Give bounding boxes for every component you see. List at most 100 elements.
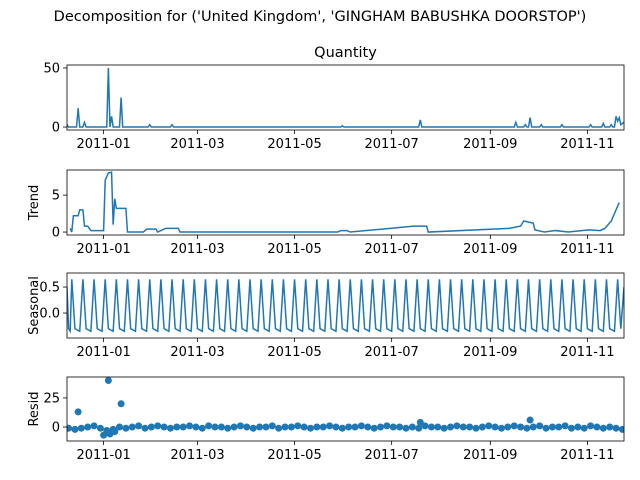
figure-title: Decomposition for ('United Kingdom', 'GI… [54, 9, 587, 25]
data-point [173, 423, 181, 431]
data-point [402, 424, 410, 432]
data-point [580, 424, 588, 432]
x-tick-label: 2011-09 [463, 448, 517, 463]
data-point [67, 424, 73, 432]
data-point [294, 422, 302, 430]
x-tick-label: 2011-07 [364, 448, 418, 463]
data-point [179, 423, 187, 431]
subplot: Quantity 0 50 2011-01 2011-03 2011-05 2011-07 2… [43, 45, 625, 152]
data-point [574, 423, 582, 431]
x-tick-label: 2011-11 [560, 242, 614, 257]
data-point [205, 422, 213, 430]
data-line [67, 279, 624, 334]
data-point [447, 423, 455, 431]
x-tick-label: 2011-05 [267, 448, 321, 463]
data-point [415, 424, 423, 432]
data-point [548, 423, 556, 431]
y-tick-label: 5 [52, 189, 60, 204]
data-point [262, 423, 270, 431]
x-tick-label: 2011-11 [560, 137, 614, 152]
data-point [587, 422, 595, 430]
data-point [618, 425, 624, 433]
data-point [275, 424, 283, 432]
data-point [166, 424, 174, 432]
y-tick-label: 0.5 [39, 281, 60, 296]
data-point [268, 422, 276, 430]
data-point [104, 377, 112, 384]
x-tick-label: 2011-11 [560, 448, 614, 463]
data-point [198, 424, 206, 432]
data-point [338, 424, 346, 432]
data-point [561, 422, 569, 430]
data-point [612, 424, 620, 432]
plot-frame [66, 376, 625, 442]
y-tick-label: 0 [52, 421, 60, 436]
data-point [453, 422, 461, 430]
subplot: Resid 0 25 2011-01 2011-03 2011-05 2011-07 2011… [27, 376, 625, 463]
data-point [383, 422, 391, 430]
x-tick-label: 2011-01 [76, 242, 130, 257]
y-tick-label: 0 [52, 226, 60, 241]
subplot-title: Quantity [314, 45, 377, 61]
data-point [211, 423, 219, 431]
data-point [389, 423, 397, 431]
data-point [319, 423, 327, 431]
data-point [567, 424, 575, 432]
data-point [243, 423, 251, 431]
data-point [606, 423, 614, 431]
y-tick-label: 25 [43, 391, 60, 406]
data-line [69, 171, 620, 234]
data-point [111, 428, 119, 436]
x-tick-label: 2011-09 [463, 345, 517, 360]
x-tick-label: 2011-05 [267, 242, 321, 257]
x-tick-label: 2011-05 [267, 345, 321, 360]
data-point [84, 423, 92, 431]
x-tick-label: 2011-07 [364, 242, 418, 257]
data-point [74, 408, 82, 416]
x-tick-label: 2011-09 [463, 137, 517, 152]
data-point [485, 422, 493, 430]
x-tick-label: 2011-01 [76, 345, 130, 360]
data-point [351, 423, 359, 431]
data-point [224, 424, 232, 432]
data-point [230, 423, 238, 431]
plot-frame [66, 64, 625, 131]
data-point [517, 423, 525, 431]
data-point [364, 423, 372, 431]
data-point [434, 423, 442, 431]
data-point [128, 423, 136, 431]
x-tick-label: 2011-11 [560, 345, 614, 360]
data-point [497, 424, 505, 432]
data-point [122, 424, 130, 432]
x-tick-label: 2011-03 [170, 242, 224, 257]
data-point [357, 422, 365, 430]
y-tick-label: 0.0 [39, 307, 60, 322]
data-point [236, 422, 244, 430]
data-point [90, 422, 98, 430]
data-point [300, 423, 308, 431]
data-point [141, 424, 149, 432]
data-point [154, 422, 162, 430]
data-point [256, 423, 264, 431]
data-point [491, 423, 499, 431]
plot-frame [66, 169, 625, 236]
data-point [523, 424, 531, 432]
data-point [504, 423, 512, 431]
data-point [466, 423, 474, 431]
plot-frame [66, 272, 625, 339]
x-tick-label: 2011-03 [170, 448, 224, 463]
data-point [313, 423, 321, 431]
data-point [332, 423, 340, 431]
data-point [536, 422, 544, 430]
x-tick-label: 2011-03 [170, 137, 224, 152]
data-point [408, 423, 416, 431]
data-point [249, 424, 257, 432]
x-tick-label: 2011-03 [170, 345, 224, 360]
data-point [160, 423, 168, 431]
data-point [306, 424, 314, 432]
data-point [326, 422, 334, 430]
x-tick-label: 2011-07 [364, 137, 418, 152]
data-point [599, 424, 607, 432]
x-tick-label: 2011-05 [267, 137, 321, 152]
